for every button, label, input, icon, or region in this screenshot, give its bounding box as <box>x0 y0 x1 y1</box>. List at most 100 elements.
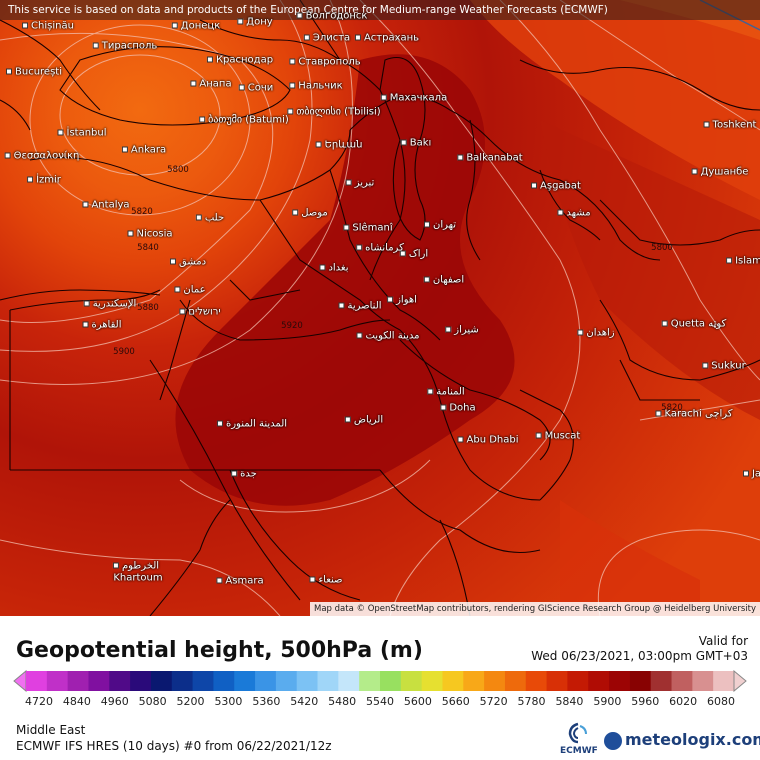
ecmwf-icon <box>568 722 587 744</box>
legend-swatch <box>359 671 381 691</box>
legend-swatch <box>26 671 48 691</box>
legend-swatch <box>484 671 506 691</box>
city-label: Ставрополь <box>289 57 361 68</box>
legend-swatch <box>525 671 548 691</box>
legend-tick-label: 5420 <box>290 695 319 708</box>
persian-gulf-coast <box>399 339 551 461</box>
city-label: Sukkur <box>702 361 746 372</box>
city-label: Nicosia <box>127 229 173 240</box>
city-label: Астрахань <box>354 33 419 44</box>
city-label: جدة <box>231 469 257 480</box>
meteologix-globe-icon <box>604 732 622 750</box>
legend-tick-label: 5780 <box>517 695 546 708</box>
meteologix-brand: meteologix.com <box>625 730 760 749</box>
city-label: Abu Dhabi <box>457 435 519 446</box>
legend-swatch <box>46 671 69 691</box>
city-label: عمان <box>174 285 206 296</box>
ecmwf-text: ECMWF <box>560 746 598 756</box>
legend-swatch <box>234 671 256 691</box>
city-label: حلب <box>195 213 224 224</box>
legend-swatch <box>504 671 527 691</box>
city-label: Երևան <box>315 140 362 151</box>
country-borders <box>0 0 760 616</box>
legend-tick-label: 6020 <box>669 695 698 708</box>
city-label: Тирасполь <box>92 41 157 52</box>
legend-swatch <box>255 671 277 691</box>
map-title: Geopotential height, 500hPa (m) <box>16 638 423 663</box>
legend-tick-label: 5720 <box>479 695 508 708</box>
legend-swatch <box>671 671 693 691</box>
city-label: بغداد <box>319 263 349 274</box>
field-east <box>540 120 760 420</box>
city-label: București <box>6 67 62 78</box>
legend-tick-label: 5660 <box>441 695 470 708</box>
legend-swatch <box>192 671 214 691</box>
valid-for-label: Valid for <box>698 634 748 648</box>
city-label: مشهد <box>557 208 591 219</box>
field-southeast <box>560 500 700 616</box>
city-label: القاهرة <box>82 320 121 331</box>
city-label: Элиста <box>303 33 350 44</box>
legend-tick-label: 5540 <box>366 695 394 708</box>
city-label: الإسكندرية <box>83 299 136 310</box>
city-label: Antalya <box>82 200 130 211</box>
city-label: Bakı <box>400 138 431 149</box>
city-label: Quetta کوټه <box>661 319 726 330</box>
legend-swatch <box>88 671 110 691</box>
legend-tick-label: 5900 <box>593 695 622 708</box>
city-label: شیراز <box>445 325 479 336</box>
city-label: Karachi کراچی <box>655 409 733 420</box>
city-label: Махачкала <box>380 93 447 104</box>
legend-swatch <box>150 671 173 691</box>
geopotential-field <box>0 0 760 616</box>
city-label: Chișinău <box>22 21 74 32</box>
legend-swatch <box>546 671 568 691</box>
city-label: Волгодонск <box>296 11 367 22</box>
legend-max-arrow <box>733 669 747 693</box>
legend-tick-label: 4960 <box>100 695 129 708</box>
city-label: Донецк <box>171 21 220 32</box>
legend-tick-label: 5600 <box>403 695 432 708</box>
city-label: تهران <box>423 220 456 231</box>
legend-tick-label: 4720 <box>25 695 53 708</box>
city-label: Muscat <box>535 431 580 442</box>
city-label: Анапа <box>190 79 232 90</box>
legend-min-arrow <box>13 669 27 693</box>
black-sea-coast <box>59 46 291 126</box>
contour-lines <box>0 0 760 616</box>
legend-swatch <box>338 671 360 691</box>
city-label: Slêmanî <box>343 223 393 234</box>
city-label: ירושלים <box>179 307 221 318</box>
legend-swatch <box>67 671 89 691</box>
legend-swatch <box>713 671 735 691</box>
city-label: الخرطوم <box>112 561 159 572</box>
legend-tick-label: 5960 <box>631 695 660 708</box>
map-canvas[interactable]: This service is based on data and produc… <box>0 0 760 616</box>
contour-label: 5840 <box>137 243 159 253</box>
mediterranean-coast <box>0 289 161 301</box>
contour-label: 5900 <box>113 347 135 357</box>
city-label: Θεσσαλονίκη <box>4 151 79 162</box>
model-run-info: ECMWF IFS HRES (10 days) #0 from 06/22/2… <box>16 739 332 753</box>
city-label: اصفهان <box>423 275 464 286</box>
city-label: Islam <box>726 256 760 267</box>
contour-label: 5820 <box>131 207 153 217</box>
legend-swatch <box>171 671 194 691</box>
contour-label: 5800 <box>651 243 673 253</box>
ecmwf-logo[interactable]: ECMWF <box>560 722 598 758</box>
city-label: Toshkent <box>703 120 756 131</box>
legend-swatch <box>692 671 714 691</box>
legend-swatch <box>400 671 423 691</box>
city-label: Дону <box>237 17 273 28</box>
city-label: زاهدان <box>577 328 615 339</box>
legend-bar <box>13 669 747 693</box>
city-label: Aşgabat <box>531 181 581 192</box>
city-label: المنامة <box>427 387 465 398</box>
legend-tick-label: 6080 <box>707 695 735 708</box>
city-label: المدينة المنورة <box>216 419 287 430</box>
city-label: Balkanabat <box>457 153 523 164</box>
legend-tick-label: 5200 <box>176 695 205 708</box>
city-label: کرمانشاه <box>356 243 404 254</box>
legend-tick-label: 5480 <box>328 695 357 708</box>
legend-swatch <box>109 671 131 691</box>
